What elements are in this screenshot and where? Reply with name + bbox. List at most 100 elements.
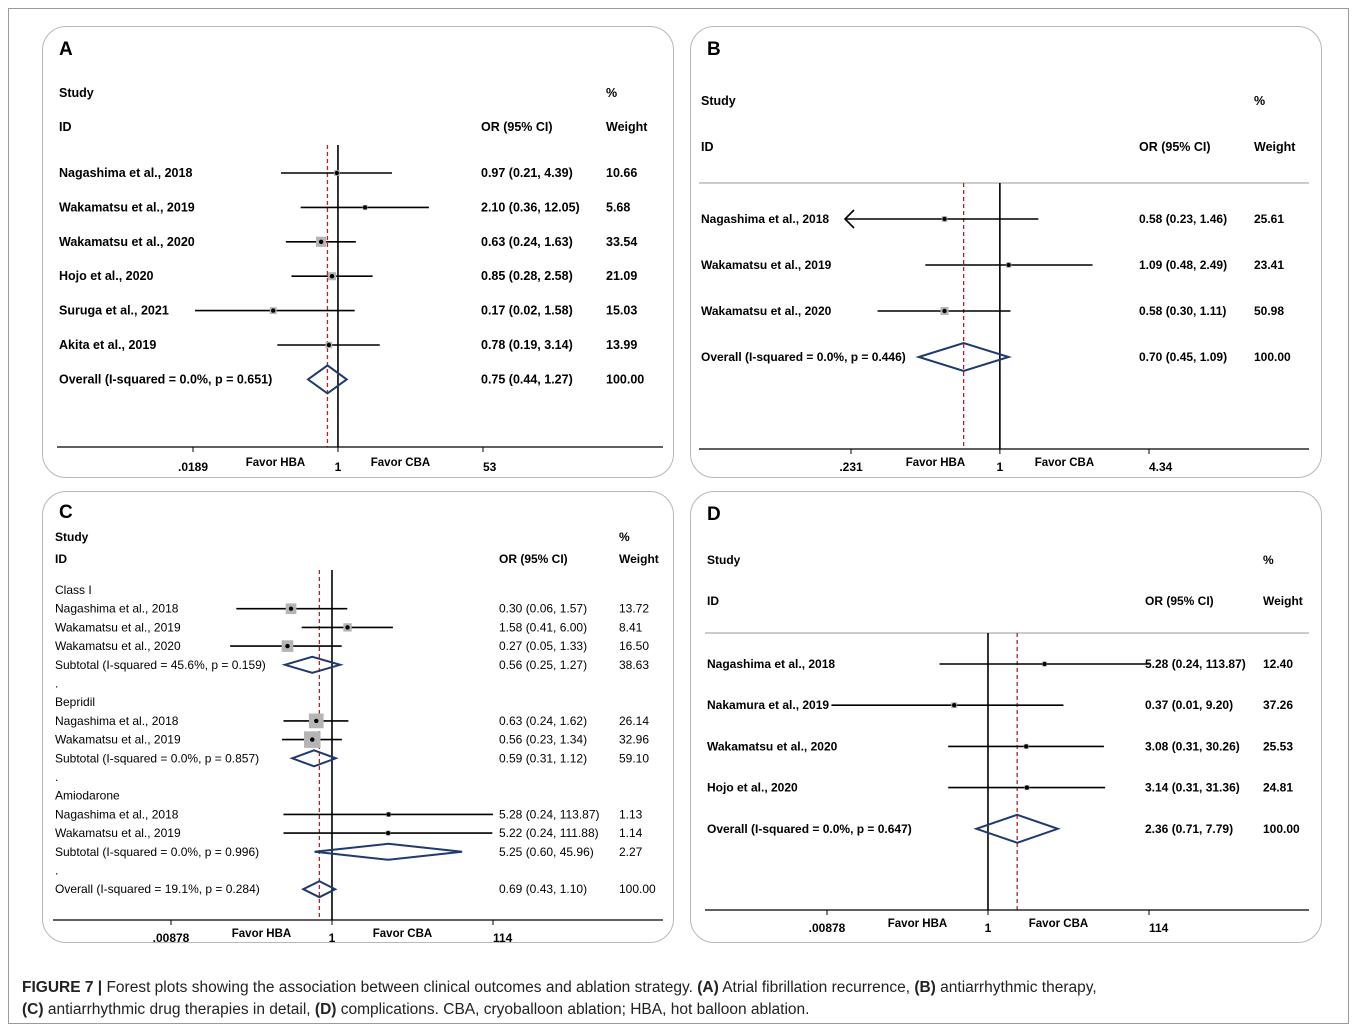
header-percent: %	[1263, 553, 1274, 567]
row-label: Amiodarone	[55, 789, 120, 803]
row-label: Nagashima et al., 2018	[55, 714, 179, 728]
row-weight: 100.00	[606, 372, 644, 386]
favor-hba-label: Favor HBA	[888, 918, 947, 930]
row-or-ci: 5.28 (0.24, 113.87)	[1145, 657, 1246, 671]
favor-hba-label: Favor HBA	[246, 457, 305, 469]
header-percent: %	[619, 530, 630, 544]
panel-b: B Study% ID OR (95% CI) Weight Nagashima et a…	[690, 26, 1322, 478]
figure-frame	[8, 8, 1349, 1024]
row-or-ci: 0.56 (0.25, 1.27)	[499, 658, 587, 672]
point-estimate	[385, 830, 391, 836]
favor-cba-label: Favor CBA	[371, 457, 430, 469]
row-weight: 25.61	[1254, 212, 1284, 226]
forest-plot-d: D Study % ID OR (95% CI) Weight Nagashima et a…	[705, 504, 1309, 935]
row-label: Hojo et al., 2020	[59, 269, 154, 283]
favor-cba-label: Favor CBA	[1035, 457, 1094, 469]
panel-c: C Study% ID OR (95% CI) Weight Class I Nagashi…	[42, 491, 674, 945]
x-tick-label: 53	[483, 460, 497, 474]
row-weight: 15.03	[606, 304, 637, 318]
forest-plot-a: A Study % ID OR (95% CI) Weight Nagashima et a…	[57, 39, 663, 474]
panel-letter: B	[707, 39, 721, 60]
row-or-ci: 0.70 (0.45, 1.09)	[1139, 350, 1227, 364]
caption-text-1: Forest plots showing the association bet…	[102, 979, 698, 996]
row-weight: 33.54	[606, 235, 637, 249]
panel-a: A Study% ID OR (95% CI) Weight Nagashima et a…	[42, 26, 674, 478]
subtotal-diamond	[289, 749, 339, 768]
caption-label: FIGURE 7 |	[22, 979, 103, 996]
header-weight: Weight	[1254, 140, 1296, 154]
row-weight: 50.98	[1254, 304, 1284, 318]
row-label: .	[55, 770, 58, 784]
row-label: Overall (I-squared = 0.0%, p = 0.647)	[707, 822, 912, 836]
row-or-ci: 0.17 (0.02, 1.58)	[481, 304, 573, 318]
row-weight: 1.13	[619, 807, 643, 821]
caption-text-a: Atrial fibrillation recurrence,	[718, 979, 915, 996]
ci-arrow-left	[843, 209, 855, 229]
header-id: ID	[707, 594, 719, 608]
row-label: Nagashima et al., 2018	[701, 212, 829, 226]
row-weight: 37.26	[1263, 698, 1293, 712]
row-label: Wakamatsu et al., 2019	[55, 620, 181, 634]
point-estimate	[310, 737, 315, 742]
row-label: .	[55, 677, 58, 691]
row-weight: 1.14	[619, 826, 643, 840]
row-label: Nagashima et al., 2018	[55, 602, 179, 616]
header-percent: %	[1254, 94, 1265, 108]
row-label: Wakamatsu et al., 2020	[59, 235, 195, 249]
row-weight: 100.00	[1254, 350, 1291, 364]
row-or-ci: 0.58 (0.30, 1.11)	[1139, 304, 1226, 318]
row-weight: 100.00	[619, 882, 656, 896]
row-label: Nagashima et al., 2018	[707, 657, 835, 671]
forest-plot-c: C Study % ID OR (95% CI) Weight Class I Nagashi…	[53, 502, 663, 945]
panel-letter: A	[59, 39, 73, 60]
caption-tag-d: (D)	[314, 1001, 337, 1018]
row-label: Subtotal (I-squared = 0.0%, p = 0.996)	[55, 845, 259, 859]
header-or-ci: OR (95% CI)	[1139, 140, 1211, 154]
x-tick-label: .0189	[178, 460, 208, 474]
header-study: Study	[55, 530, 89, 544]
point-estimate	[326, 342, 332, 348]
header-study: Study	[707, 553, 741, 567]
row-or-ci: 1.58 (0.41, 6.00)	[499, 620, 587, 634]
x-tick-label: 1	[997, 460, 1004, 474]
row-or-ci: 5.25 (0.60, 45.96)	[499, 845, 594, 859]
overall-diamond	[306, 364, 349, 395]
row-label: Suruga et al., 2021	[59, 304, 169, 318]
row-weight: 13.99	[606, 338, 637, 352]
point-estimate	[1042, 661, 1047, 667]
subtotal-diamond	[314, 842, 463, 861]
row-weight: 16.50	[619, 639, 649, 653]
point-estimate	[334, 170, 340, 176]
caption-text-c: antiarrhythmic drug therapies in detail,	[43, 1001, 315, 1018]
row-weight: 23.41	[1254, 258, 1284, 272]
row-label: Nagashima et al., 2018	[59, 166, 192, 180]
row-or-ci: 0.30 (0.06, 1.57)	[499, 602, 587, 616]
forest-plot-b: B Study % ID OR (95% CI) Weight Nagashima et a…	[699, 39, 1309, 474]
row-label: Bepridil	[55, 695, 95, 709]
row-or-ci: 5.28 (0.24, 113.87)	[499, 807, 600, 821]
header-study: Study	[701, 94, 736, 108]
row-or-ci: 0.59 (0.31, 1.12)	[499, 751, 587, 765]
row-weight: 12.40	[1263, 657, 1293, 671]
header-weight: Weight	[606, 120, 648, 134]
panel-d: D Study% ID OR (95% CI) Weight Nagashima et a…	[690, 491, 1322, 943]
point-estimate	[329, 274, 335, 279]
row-weight: 8.41	[619, 620, 643, 634]
row-weight: 59.10	[619, 751, 649, 765]
x-tick-label: 114	[493, 931, 513, 944]
row-weight: 10.66	[606, 166, 637, 180]
x-tick-label: 1	[329, 931, 336, 944]
overall-diamond	[301, 880, 338, 899]
row-label: Wakamatsu et al., 2020	[701, 304, 832, 318]
row-or-ci: 0.69 (0.43, 1.10)	[499, 882, 587, 896]
header-or-ci: OR (95% CI)	[499, 552, 568, 566]
x-tick-label: 114	[1149, 921, 1169, 935]
row-weight: 38.63	[619, 658, 649, 672]
point-estimate	[288, 606, 294, 611]
point-estimate	[362, 205, 368, 210]
row-or-ci: 0.78 (0.19, 3.14)	[481, 338, 573, 352]
x-tick-label: 4.34	[1149, 460, 1173, 474]
caption-tag-a: (A)	[697, 979, 719, 996]
row-weight: 21.09	[606, 269, 637, 283]
x-tick-label: 1	[335, 460, 342, 474]
